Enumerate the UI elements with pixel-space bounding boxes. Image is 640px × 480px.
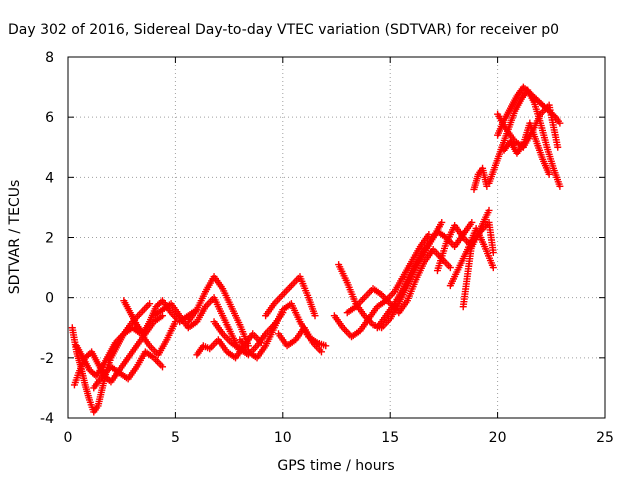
data-point: [556, 119, 564, 127]
y-tick-label: 2: [45, 231, 54, 247]
data-points: [68, 83, 564, 416]
data-series: [262, 273, 319, 320]
x-tick-label: 5: [171, 430, 180, 446]
data-point: [159, 312, 167, 320]
x-tick-label: 0: [64, 430, 73, 446]
data-point: [438, 218, 446, 226]
x-tick-label: 10: [274, 430, 292, 446]
x-tick-label: 20: [489, 430, 507, 446]
y-tick-label: -2: [40, 351, 54, 367]
data-series: [433, 206, 493, 275]
data-point: [485, 206, 493, 214]
data-series: [373, 218, 476, 332]
data-series: [470, 164, 491, 193]
data-series: [275, 324, 325, 356]
data-point: [311, 312, 319, 320]
y-tick-label: -4: [40, 411, 54, 427]
x-axis-label: GPS time / hours: [277, 458, 394, 474]
x-tick-label: 25: [596, 430, 614, 446]
y-tick-label: 0: [45, 291, 54, 307]
data-point: [146, 300, 154, 308]
grid: [68, 57, 605, 418]
data-point: [446, 264, 454, 272]
axis-ticks: 0 5 10 15 20 25 -4 -2 0 2 4 6 8: [40, 50, 614, 446]
data-series: [459, 218, 497, 311]
chart-title: Day 302 of 2016, Sidereal Day-to-day VTE…: [8, 22, 559, 38]
data-point: [322, 342, 330, 350]
data-point: [556, 182, 564, 190]
y-tick-label: 8: [45, 50, 54, 66]
x-tick-label: 15: [381, 430, 399, 446]
y-tick-label: 4: [45, 170, 54, 186]
data-series: [70, 312, 167, 389]
y-axis-label: SDTVAR / TECUs: [7, 180, 23, 295]
data-series: [500, 119, 553, 178]
data-point: [489, 264, 497, 272]
data-point: [545, 170, 553, 178]
data-series: [184, 273, 252, 350]
data-point: [317, 348, 325, 356]
data-point: [554, 143, 562, 151]
data-point: [468, 218, 476, 226]
data-point: [159, 363, 167, 371]
data-series: [90, 348, 167, 392]
data-point: [425, 230, 433, 238]
y-tick-label: 6: [45, 110, 54, 126]
data-point: [489, 249, 497, 257]
